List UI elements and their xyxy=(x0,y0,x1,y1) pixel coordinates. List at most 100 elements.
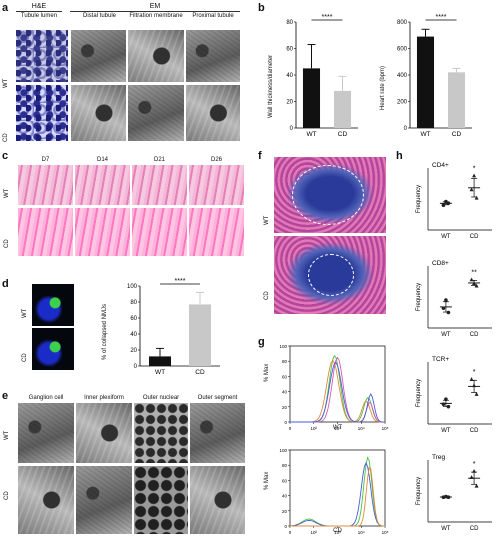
panel-h-cd8-point-cd xyxy=(474,283,479,288)
panel-b-right-xtick-label: WT xyxy=(420,131,430,138)
panel-b-svg: 0 20 40 60 80 WT CD **** 0 200 400 600 800 WT CD **** xyxy=(286,14,472,138)
panel-h-cd4-point-cd xyxy=(469,187,474,192)
panel-a-em-filtration-wt-image xyxy=(128,30,184,82)
panel-g-top-curve-3 xyxy=(290,361,385,423)
panel-h-cd4-sig-label: * xyxy=(473,166,476,173)
panel-h-cd4-point-wt xyxy=(441,203,446,207)
panel-h-tcr-xtick-label: CD xyxy=(470,428,479,434)
panel-e-col-3: Outer nuclear xyxy=(142,395,180,401)
panel-h-cd4-point-cd xyxy=(472,173,477,178)
panel-b-charts: 0 20 40 60 80 WT CD **** 0 200 400 600 800 WT CD **** xyxy=(0,0,501,160)
panel-b-right-bar-wt xyxy=(416,36,435,129)
panel-g-top-xtick-label: 0 xyxy=(289,426,292,431)
panel-h-cd8-point-wt xyxy=(441,306,446,310)
panel-g-bottom-ytick-label: 60 xyxy=(282,478,288,483)
panel-h-tcr-sig-label: * xyxy=(473,369,476,376)
panel-g-bottom-ytick-label: 40 xyxy=(282,494,288,499)
panel-g-top-ytick-label: 20 xyxy=(282,405,288,410)
panel-a-em-line xyxy=(70,11,240,12)
panel-f-wt-outline xyxy=(292,165,364,225)
panel-h-cd4-xtick-label: CD xyxy=(470,234,479,240)
panel-e-ganglion-wt-image xyxy=(18,403,74,463)
panel-e-label: e xyxy=(2,390,9,402)
panel-f-label: f xyxy=(258,150,262,162)
panel-b-left-xtick-label: CD xyxy=(338,131,348,138)
panel-a-col-4: Proximal tubule xyxy=(192,13,234,19)
panel-g-top-ytick-label: 0 xyxy=(284,420,287,425)
panel-b-right-ytick-label: 800 xyxy=(397,20,408,26)
panel-g-histograms: 0 20 40 60 80 100 0 10² 10³ 10⁴ 10⁵ 0 20 40 60 80 100 0 10… xyxy=(0,330,400,538)
panel-c-d26-cd-image xyxy=(189,208,244,256)
panel-c-col-d21: D21 xyxy=(153,157,165,163)
panel-h-treg-sig-label: * xyxy=(473,461,476,468)
panel-h-cd8-point-wt xyxy=(444,298,448,302)
panel-e-ganglion-cd-image xyxy=(18,466,74,534)
panel-h-cd4-point-wt xyxy=(446,201,451,205)
panel-g-bottom-curve-2 xyxy=(290,466,385,527)
panel-b-left-ytick-label: 0 xyxy=(290,126,294,132)
panel-h-treg-point-cd xyxy=(472,468,477,473)
panel-d-bar-wt xyxy=(149,356,171,366)
panel-b-right-xtick-label: CD xyxy=(452,131,462,138)
panel-b-left-xtick-label: WT xyxy=(306,131,316,138)
panel-a-em-distal-wt-image xyxy=(71,30,126,82)
panel-h-tcr-point-cd xyxy=(472,383,477,388)
panel-g-bottom-ytick-label: 80 xyxy=(282,463,288,468)
panel-h-tcr-point-cd xyxy=(474,392,479,396)
panel-c-label: c xyxy=(2,150,9,162)
panel-g-bottom-xtick-label: 10⁵ xyxy=(382,530,389,535)
panel-g-bottom-ytick-label: 20 xyxy=(282,509,288,514)
panel-a-em-filtration-cd-image xyxy=(128,85,184,141)
panel-d-bar-cd xyxy=(189,304,211,366)
panel-e-outer-nuclear-wt-image xyxy=(134,403,188,463)
panel-e-outer-nuclear-cd-image xyxy=(134,466,188,534)
panel-a-group-em: EM xyxy=(149,3,161,10)
panel-h-tcr-point-wt xyxy=(446,404,451,409)
panel-h-cd4-ylabel: Frequency xyxy=(416,185,422,213)
panel-c-d21-cd-image xyxy=(132,208,187,256)
panel-h-treg-point-cd xyxy=(474,483,479,488)
panel-h-cd8-point-wt xyxy=(446,310,451,315)
panel-g-xlabel-bottom: CD xyxy=(333,528,342,534)
panel-h-cd8-sig-label: ** xyxy=(471,269,477,276)
panel-g-label: g xyxy=(258,336,265,348)
panel-d-xtick-label: CD xyxy=(195,369,205,376)
panel-h-cd4-title: CD4+ xyxy=(432,162,449,169)
panel-d-ytick-label: 60 xyxy=(130,316,137,322)
panel-h-label: h xyxy=(396,150,403,162)
panel-a-he-line xyxy=(16,11,62,12)
panel-h-cd8-point-cd xyxy=(472,281,477,285)
panel-g-bottom-xtick-label: 10⁴ xyxy=(358,530,365,535)
panel-c-d14-wt-image xyxy=(75,165,130,205)
panel-a-em-distal-cd-image xyxy=(71,85,126,141)
panel-b-right-ytick-label: 400 xyxy=(397,73,408,79)
panel-g-top-ytick-label: 60 xyxy=(282,374,288,379)
panel-d-ytick-label: 0 xyxy=(134,364,138,370)
panel-g-top-ytick-label: 40 xyxy=(282,390,288,395)
panel-b-right-ytick-label: 200 xyxy=(397,100,408,106)
panel-b-left-bar-wt xyxy=(302,68,321,128)
panel-d-ytick-label: 40 xyxy=(130,332,137,338)
panel-h-cd8-xtick-label: WT xyxy=(441,332,451,338)
panel-a-label: a xyxy=(2,2,9,14)
panel-b-right-ytick-label: 600 xyxy=(397,47,408,53)
panel-d-ytick-label: 80 xyxy=(130,300,137,306)
panel-d-sig-label: **** xyxy=(175,278,186,285)
panel-c-d14-cd-image xyxy=(75,208,130,256)
panel-g-top-xtick-label: 10⁴ xyxy=(358,426,365,431)
panel-h-treg-xtick-label: CD xyxy=(470,526,479,532)
panel-a-he-wt-image xyxy=(16,30,68,82)
panel-d-cd-image xyxy=(32,328,74,370)
panel-g-bottom-xtick-label: 10³ xyxy=(334,530,341,535)
panel-h-tcr-point-wt xyxy=(441,402,446,406)
panel-g-top-xtick-label: 10² xyxy=(310,426,317,431)
panel-h-tcr-ylabel: Frequency xyxy=(416,379,422,407)
panel-b-right-ytick-label: 0 xyxy=(404,126,408,132)
panel-e-col-2: Inner plexiform xyxy=(84,395,124,401)
panel-h-cd4-xtick-label: WT xyxy=(441,234,451,240)
panel-h-tcr-point-cd xyxy=(469,377,474,381)
panel-b-left-ytick-label: 80 xyxy=(286,20,293,26)
panel-a-em-proximal-cd-image xyxy=(186,85,240,141)
panel-b-left-sig-label: **** xyxy=(322,14,333,21)
